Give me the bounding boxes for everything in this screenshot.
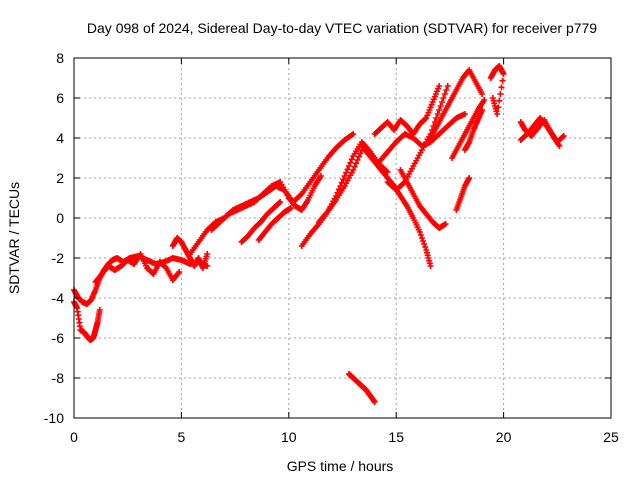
data-point [437,103,444,109]
axis-ticks [73,57,612,419]
x-tick-label: 25 [603,429,619,445]
data-point [348,156,355,163]
data-point [417,232,424,238]
x-tick-label: 10 [281,429,297,445]
series-sat-b [71,299,103,343]
data-point [479,107,486,113]
data-points [71,63,567,405]
data-point [436,107,443,113]
y-tick-label: 0 [56,210,64,226]
data-point [427,263,434,269]
data-point [357,150,364,157]
data-point [277,199,284,205]
y-tick-label: -2 [52,250,65,266]
data-point [436,83,443,89]
data-point [497,91,504,97]
data-point [371,399,378,405]
data-point [421,241,428,247]
x-tick-label: 0 [70,429,78,445]
series-sat-h [255,205,294,243]
x-tick-label: 15 [388,429,404,445]
plot-frame [73,57,612,419]
data-point [499,77,506,84]
data-point [439,99,446,105]
data-point [176,269,183,275]
data-point [440,95,447,101]
data-point [434,111,441,117]
y-tick-labels: -10 -8 -6 -4 -2 0 2 4 6 8 [44,50,64,426]
data-point [345,163,352,169]
series-sat-e [186,131,357,257]
data-point [559,134,566,140]
data-point [344,166,351,173]
y-axis-title: SDTVAR / TECUs [6,182,22,294]
data-point [500,71,507,77]
data-point [276,200,283,206]
series-sat-l [345,371,378,405]
data-point [341,173,348,179]
data-point [347,159,354,166]
series-sat-q [397,167,449,231]
series-sat-n [371,83,443,137]
data-point [354,157,361,163]
data-point [318,173,325,179]
y-tick-label: 6 [56,90,64,106]
series-sat-k [315,147,365,225]
data-point [489,95,496,101]
x-tick-labels: 0 5 10 15 20 25 [70,429,619,445]
grid [74,58,611,418]
series-sat-s [449,97,488,161]
data-point [350,131,357,137]
data-point [355,153,362,160]
data-point [444,83,451,89]
data-point [461,111,468,117]
data-point [343,169,350,176]
data-point [422,244,429,250]
data-point [496,97,503,104]
series-sat-r [427,67,486,141]
y-tick-label: -10 [44,410,64,426]
series-sat-t [461,107,486,153]
data-point [433,115,440,121]
y-tick-label: -6 [52,330,65,346]
data-point [560,133,567,139]
x-tick-label: 5 [178,429,186,445]
y-tick-label: -8 [52,370,65,386]
data-point [420,238,427,244]
series-sat-i [285,173,325,213]
data-point [351,163,358,170]
series-sat-j [298,139,391,249]
data-point [340,176,347,183]
y-tick-label: 2 [56,170,64,186]
data-point [204,251,211,257]
data-point [479,91,486,97]
series-sat-u [453,175,473,213]
data-point [498,84,505,91]
chart-title: Day 098 of 2024, Sidereal Day-to-day VTE… [87,20,597,36]
data-point [443,87,450,93]
data-point [350,167,357,173]
data-point [441,91,448,97]
series-sat-c [92,251,183,285]
y-tick-label: 4 [56,130,64,146]
series-sat-d [169,235,211,271]
data-point [422,116,429,122]
data-point [287,205,294,211]
series-sat-x [517,115,563,149]
x-axis-title: GPS time / hours [287,458,394,474]
data-point [556,143,563,149]
y-tick-label: -4 [52,290,65,306]
data-point [481,97,488,103]
y-tick-label: 8 [56,50,64,66]
data-point [96,307,103,313]
data-point [442,221,449,227]
data-point [418,235,425,241]
x-tick-label: 20 [496,429,512,445]
data-point [416,229,423,235]
series-sat-v [487,63,507,117]
data-point [353,160,360,167]
series-sat-g [238,199,284,245]
data-point [466,175,473,181]
